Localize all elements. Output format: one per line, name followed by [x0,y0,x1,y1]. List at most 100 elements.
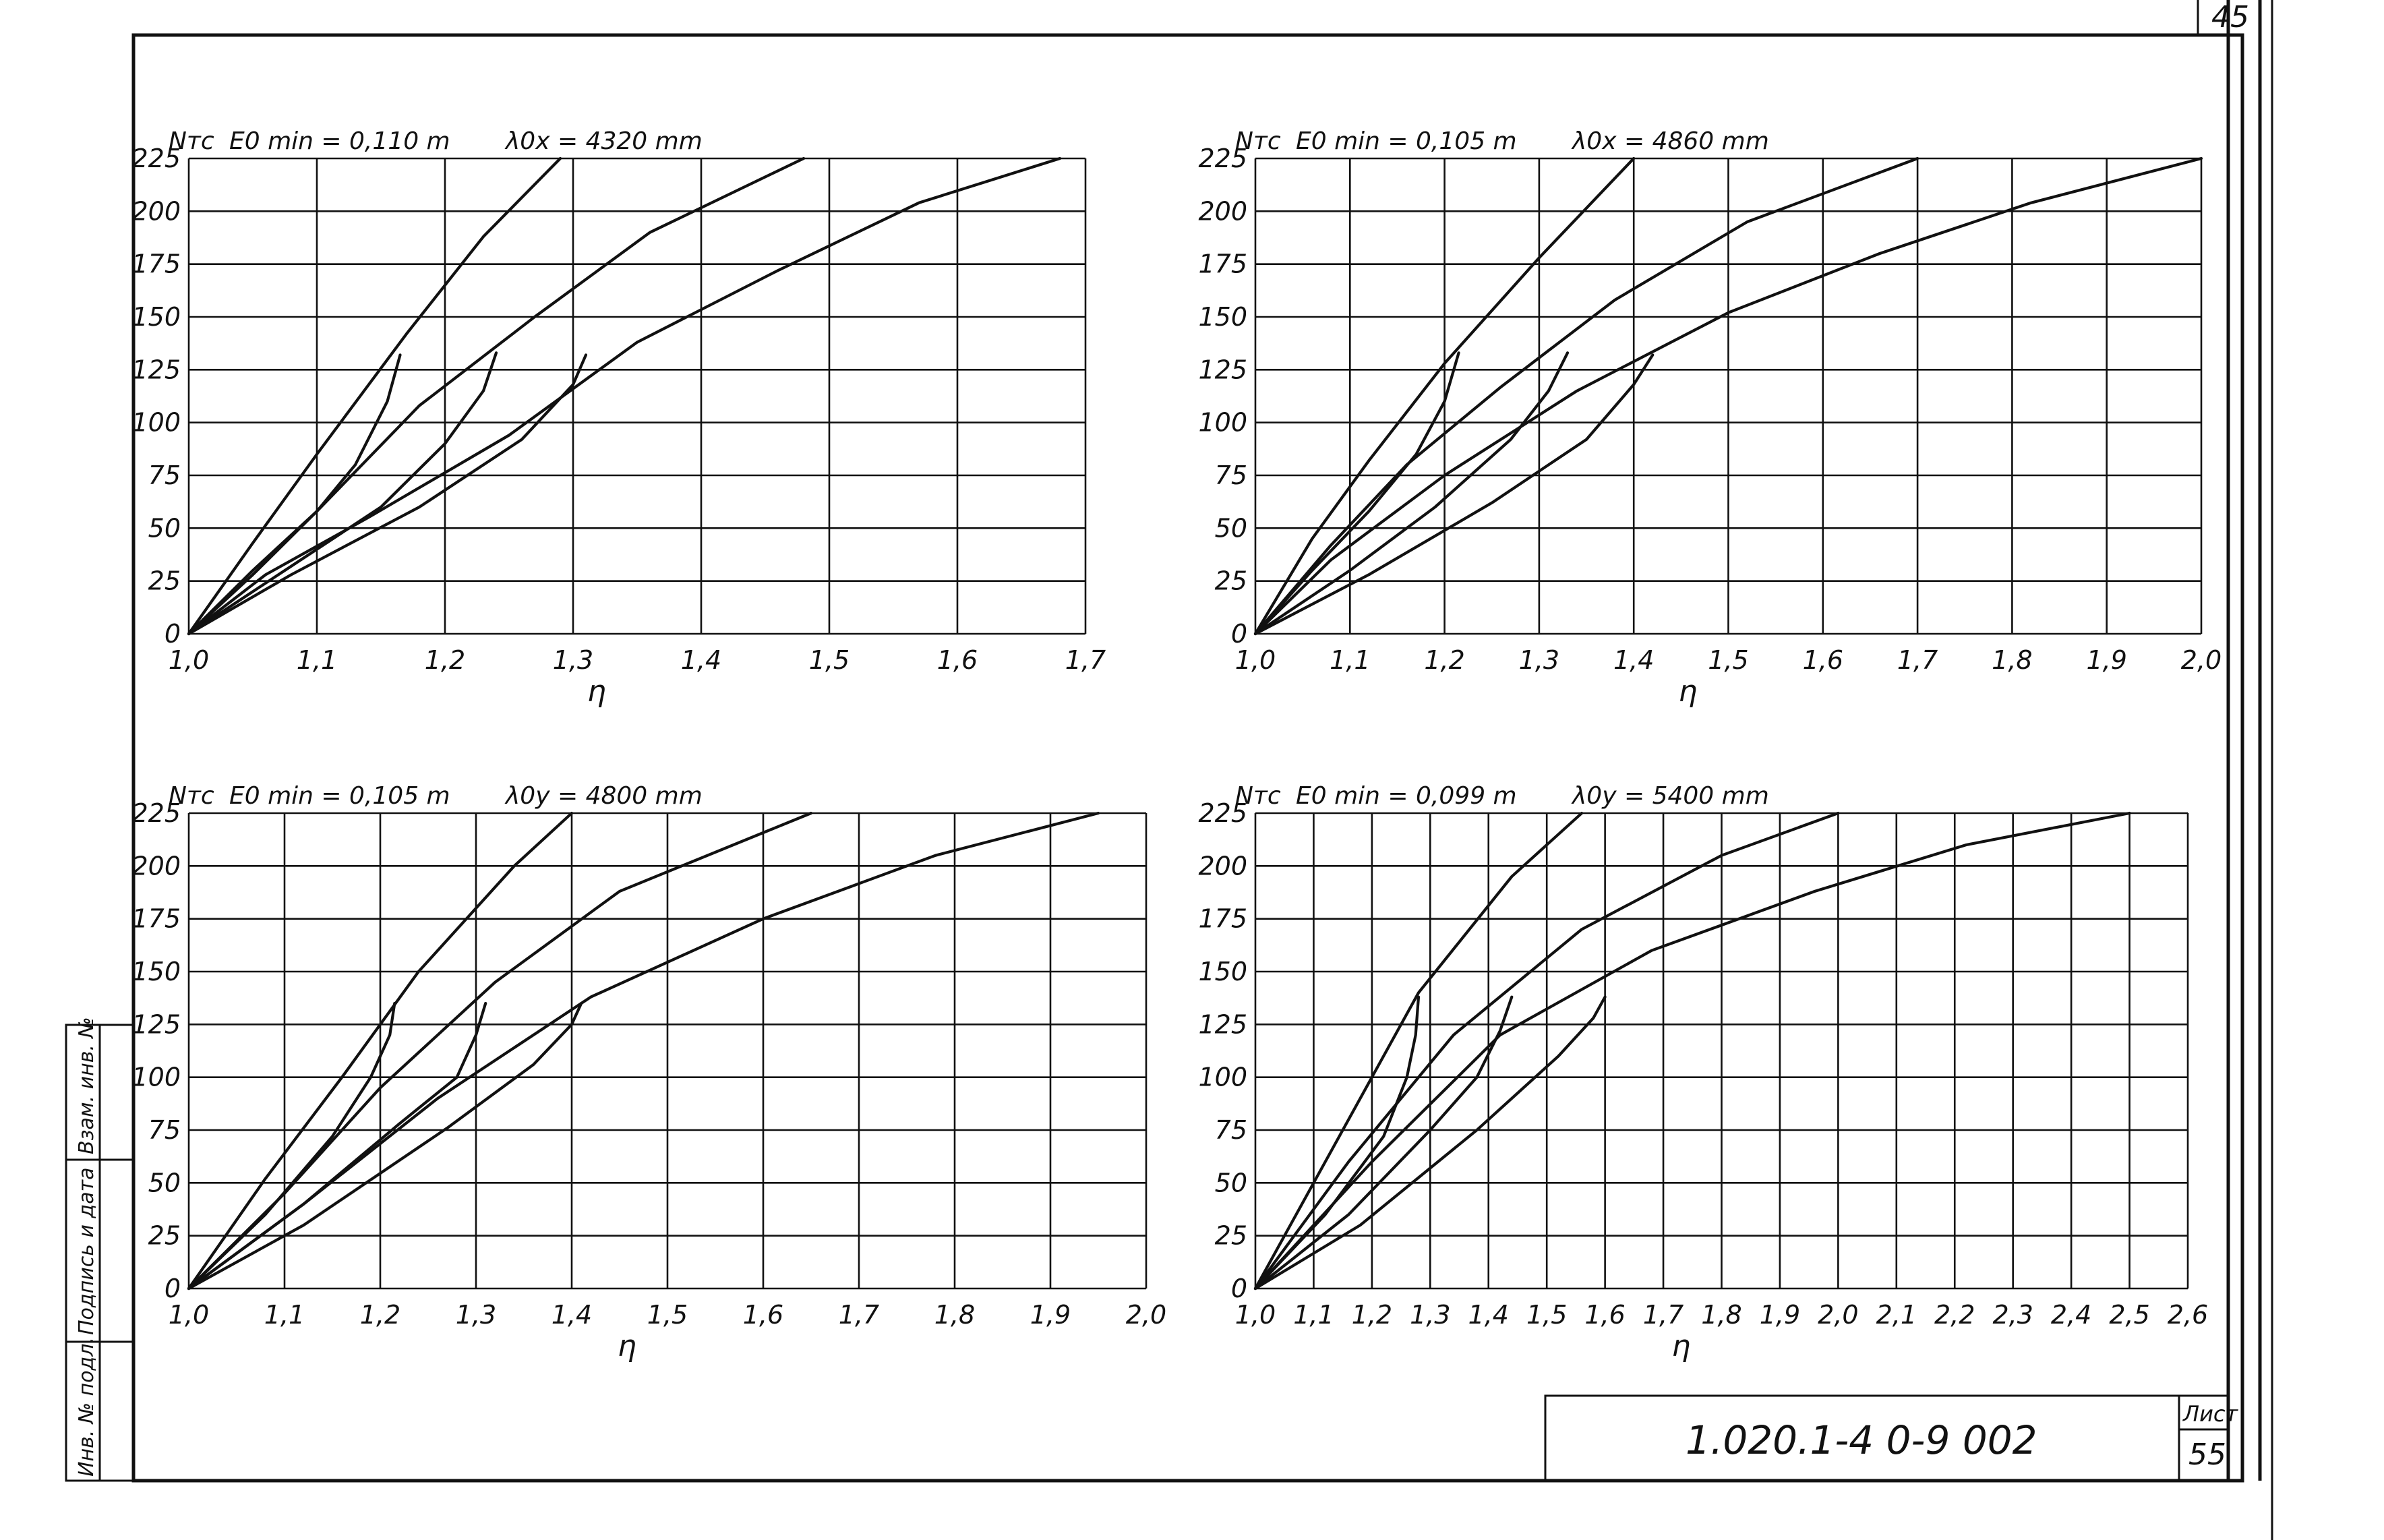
length-label: λ0x = 4860 mm [1571,127,1769,155]
series-line-1 [1253,156,1636,636]
y-axis-title: Nтс [1235,782,1281,810]
x-axis-label: η [618,1329,636,1363]
y-tick-label: 125 [1198,355,1247,384]
y-tick-label: 175 [131,249,181,279]
x-tick-label: 1,7 [1643,1300,1683,1330]
y-tick-label: 150 [131,302,181,332]
eccentricity-label: E0 min = 0,099 m [1296,782,1517,810]
y-tick-label: 175 [131,904,181,934]
x-tick-label: 1,9 [2086,645,2126,675]
eccentricity-label: E0 min = 0,105 m [1296,127,1517,155]
x-tick-label: 1,8 [1992,645,2032,675]
y-tick-label: 200 [131,851,181,881]
y-axis-title: Nтс [1235,127,1281,155]
x-tick-label: 1,5 [1526,1300,1567,1330]
length-label: λ0y = 5400 mm [1571,782,1769,810]
x-tick-label: 1,6 [937,645,978,675]
y-tick-label: 75 [148,1115,181,1145]
y-tick-label: 175 [1198,249,1247,279]
x-tick-label: 1,6 [1584,1300,1625,1330]
y-tick-label: 150 [1198,957,1247,986]
x-axis-label: η [1672,1329,1691,1363]
series-line-5 [187,1001,487,1291]
x-tick-label: 1,7 [839,1300,879,1330]
x-tick-label: 2,4 [2051,1300,2091,1330]
y-tick-label: 50 [1215,1168,1247,1197]
x-tick-label: 1,7 [1065,645,1106,675]
x-tick-label: 1,1 [1293,1300,1334,1330]
x-tick-label: 2,5 [2109,1300,2149,1330]
x-tick-label: 1,3 [456,1300,496,1330]
y-tick-label: 100 [131,408,181,438]
y-tick-label: 225 [131,798,181,828]
series-line-3 [1253,811,2131,1291]
y-tick-label: 25 [148,1221,181,1251]
series-line-1 [187,811,574,1291]
chart-panel-3: 1,0 1,1 1,2 1,3 1,4 1,5 1,6 1,7 1,8 1,9 2,0 0 25 50 75… [131,782,1166,1363]
y-tick-label: 25 [148,566,181,596]
document-code: 1.020.1-4 0-9 002 [1686,1417,2037,1463]
sheet-label: Лист [2182,1401,2238,1427]
series-line-4 [187,1001,396,1291]
y-tick-label: 0 [165,619,181,649]
y-tick-label: 175 [1198,904,1247,934]
side-stamp: Инв. № подл. Подпись и дата Взам. инв. № [65,1017,135,1482]
x-tick-label: 1,3 [1519,645,1559,675]
x-tick-label: 1,4 [552,1300,592,1330]
x-tick-label: 1,9 [1030,1300,1071,1330]
y-tick-label: 0 [165,1274,181,1303]
y-tick-label: 100 [1198,1063,1247,1092]
series-line-6 [1253,995,1607,1291]
series-line-5 [1253,351,1570,636]
x-tick-label: 1,5 [647,1300,688,1330]
y-tick-label: 100 [1198,408,1247,438]
x-tick-label: 1,0 [169,1300,209,1330]
x-tick-label: 2,3 [1992,1300,2033,1330]
y-tick-label: 75 [1215,1115,1247,1145]
y-tick-label: 25 [1215,1221,1247,1251]
y-tick-label: 0 [1231,619,1247,649]
corner-number: 45 [2211,0,2249,34]
y-tick-label: 225 [1198,798,1247,828]
series-line-4 [187,353,402,636]
x-tick-label: 1,3 [1410,1300,1450,1330]
drawing-frame [131,33,2244,1483]
stamp-inv-label: Инв. № подл. [75,1337,98,1477]
series-line-2 [187,811,813,1291]
x-tick-label: 1,2 [360,1300,400,1330]
x-tick-label: 2,6 [2168,1300,2208,1330]
x-tick-label: 1,9 [1760,1300,1800,1330]
y-axis-title: Nтс [169,782,214,810]
y-tick-label: 50 [148,513,181,543]
x-tick-label: 1,2 [1424,645,1464,675]
x-tick-label: 2,2 [1934,1300,1975,1330]
y-tick-label: 25 [1215,566,1247,596]
x-tick-label: 1,6 [1803,645,1843,675]
sheet-number: 55 [2188,1438,2226,1472]
x-tick-label: 1,4 [1613,645,1654,675]
x-tick-label: 2,0 [2181,645,2222,675]
x-tick-label: 1,4 [1468,1300,1509,1330]
series-line-2 [1253,156,1919,636]
chart-panel-4: 1,0 1,1 1,2 1,3 1,4 1,5 1,6 1,7 1,8 1,9 2,0 2,1 2,2 2… [1198,782,2208,1363]
x-tick-label: 1,7 [1897,645,1938,675]
x-tick-label: 1,5 [1708,645,1748,675]
x-tick-label: 1,4 [681,645,721,675]
x-tick-label: 1,1 [264,1300,305,1330]
series-line-6 [187,1001,583,1291]
x-tick-label: 1,1 [1330,645,1370,675]
series-line-1 [187,156,562,636]
eccentricity-label: E0 min = 0,110 m [229,127,450,155]
y-tick-label: 225 [131,144,181,173]
series-line-5 [187,351,498,636]
stamp-replace-label: Взам. инв. № [75,1017,98,1154]
x-tick-label: 1,0 [1235,645,1276,675]
series-line-4 [1253,995,1421,1291]
x-tick-label: 1,1 [297,645,337,675]
y-tick-label: 75 [148,461,181,490]
x-tick-label: 1,8 [934,1300,975,1330]
series-line-3 [1253,156,2203,636]
series-line-2 [187,156,806,636]
title-block: 1.020.1-4 0-9 002 Лист 55 [1544,1394,2238,1482]
series-line-6 [187,353,588,636]
